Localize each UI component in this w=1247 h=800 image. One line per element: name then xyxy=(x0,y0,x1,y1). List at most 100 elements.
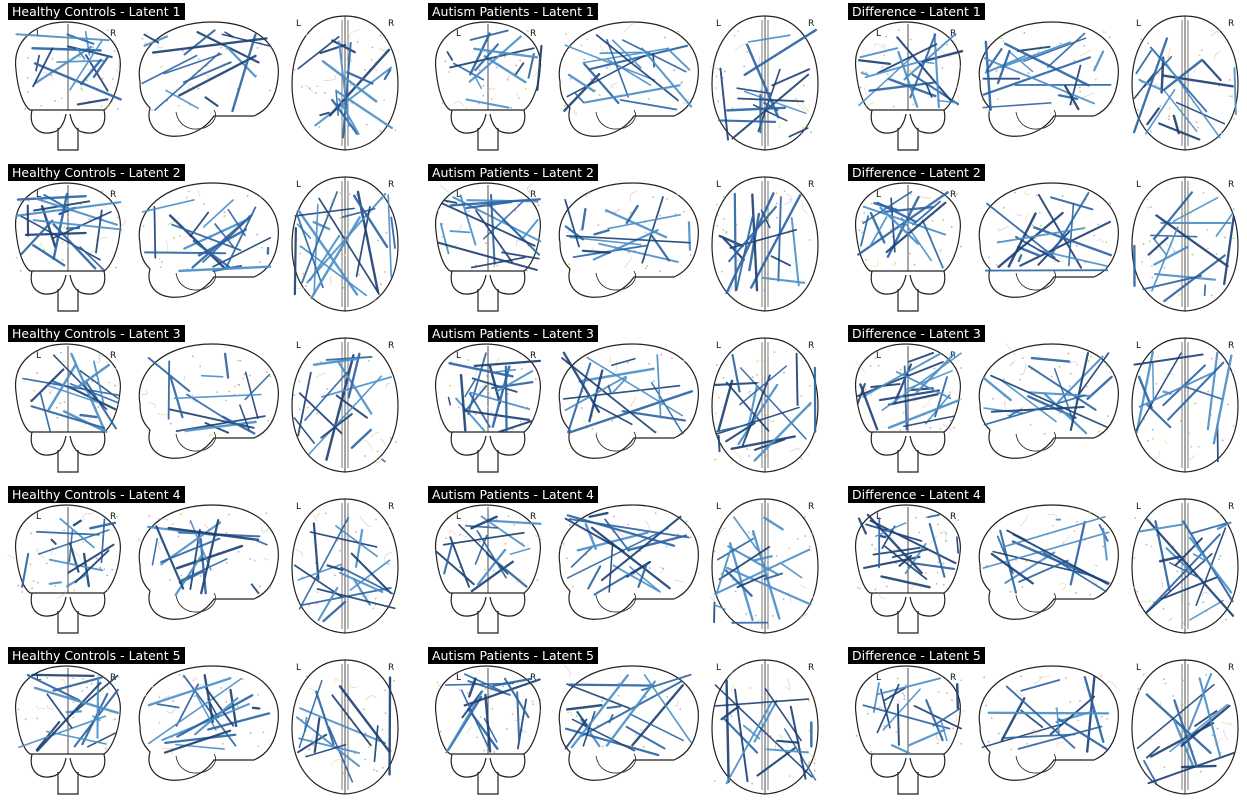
cerebellum-left xyxy=(871,110,906,133)
node-dot xyxy=(643,746,645,748)
sulcus-line xyxy=(624,23,635,32)
node-dot xyxy=(357,41,359,43)
connection-line xyxy=(253,539,267,545)
sulcus-line xyxy=(805,747,816,759)
connection-line xyxy=(667,48,689,69)
node-dot xyxy=(776,192,778,194)
node-dot xyxy=(630,212,632,214)
connection-line xyxy=(1153,363,1154,401)
sulcus-line xyxy=(376,457,383,463)
connection-line xyxy=(564,74,599,110)
panel-title: Autism Patients - Latent 4 xyxy=(428,486,598,503)
node-dot xyxy=(467,359,469,361)
node-dot xyxy=(648,363,650,365)
node-dot xyxy=(364,455,366,457)
node-dot xyxy=(345,565,347,567)
node-dot xyxy=(186,197,188,199)
node-dot xyxy=(645,267,647,269)
node-dot xyxy=(568,263,570,265)
node-dot xyxy=(46,563,48,565)
node-dot xyxy=(249,558,251,560)
node-dot xyxy=(1147,440,1149,442)
node-dot xyxy=(376,770,378,772)
node-dot xyxy=(373,299,375,301)
node-dot xyxy=(992,398,994,400)
node-dot xyxy=(943,563,945,565)
node-dot xyxy=(373,607,375,609)
connection-line xyxy=(314,524,318,579)
node-dot xyxy=(36,372,38,374)
node-dot xyxy=(1033,729,1035,731)
sulcus-line xyxy=(349,29,361,39)
connection-line xyxy=(1007,687,1075,748)
node-dot xyxy=(40,105,42,107)
node-dot xyxy=(257,47,259,49)
node-dot xyxy=(220,47,222,49)
node-dot xyxy=(111,569,113,571)
node-dot xyxy=(33,390,35,392)
node-dot xyxy=(1227,403,1229,405)
node-dot xyxy=(743,66,745,68)
sagittal-outline xyxy=(979,505,1118,619)
node-dot xyxy=(1211,295,1213,297)
sulcus-line xyxy=(865,87,867,96)
node-dot xyxy=(261,247,263,249)
sulcus-line xyxy=(449,530,455,534)
sulcus-line xyxy=(600,44,608,52)
node-dot xyxy=(618,695,620,697)
sulcus-line xyxy=(386,384,391,389)
node-dot xyxy=(540,699,542,701)
panel-title: Autism Patients - Latent 5 xyxy=(428,647,598,664)
node-dot xyxy=(169,579,171,581)
node-dot xyxy=(1051,376,1053,378)
node-dot xyxy=(54,100,56,102)
connection-line xyxy=(448,397,450,404)
node-dot xyxy=(1076,521,1078,523)
sulcus-line xyxy=(954,714,957,722)
node-dot xyxy=(808,761,810,763)
node-dot xyxy=(784,190,786,192)
sulcus-line xyxy=(1165,439,1168,444)
connection-line xyxy=(153,38,266,52)
brainstem xyxy=(58,450,78,472)
node-dot xyxy=(1137,591,1139,593)
node-dot xyxy=(385,232,387,234)
connection-line xyxy=(733,355,740,391)
sulcus-line xyxy=(1069,362,1077,367)
left-label: L xyxy=(1136,502,1141,512)
right-label: R xyxy=(1228,180,1234,190)
connection-line xyxy=(52,540,56,544)
node-dot xyxy=(88,218,90,220)
sulcus-line xyxy=(1224,730,1229,741)
node-dot xyxy=(1199,55,1201,57)
node-dot xyxy=(81,690,83,692)
brainstem xyxy=(58,611,78,633)
sulcus-line xyxy=(1097,240,1104,243)
node-dot xyxy=(723,196,725,198)
connection-line xyxy=(326,355,353,459)
node-dot xyxy=(865,259,867,261)
connection-line xyxy=(778,197,781,281)
node-dot xyxy=(737,260,739,262)
node-dot xyxy=(364,759,366,761)
node-dot xyxy=(116,403,118,405)
cerebellum-left xyxy=(871,432,906,455)
node-dot xyxy=(649,567,651,569)
left-label: L xyxy=(716,341,721,351)
brainstem xyxy=(478,450,498,472)
node-dot xyxy=(590,78,592,80)
node-dot xyxy=(857,587,859,589)
node-dot xyxy=(515,64,517,66)
node-dot xyxy=(1168,115,1170,117)
connection-line xyxy=(883,689,920,730)
sulcus-line xyxy=(675,580,685,582)
node-dot xyxy=(228,390,230,392)
connection-line xyxy=(510,549,529,555)
node-dot xyxy=(395,129,397,131)
